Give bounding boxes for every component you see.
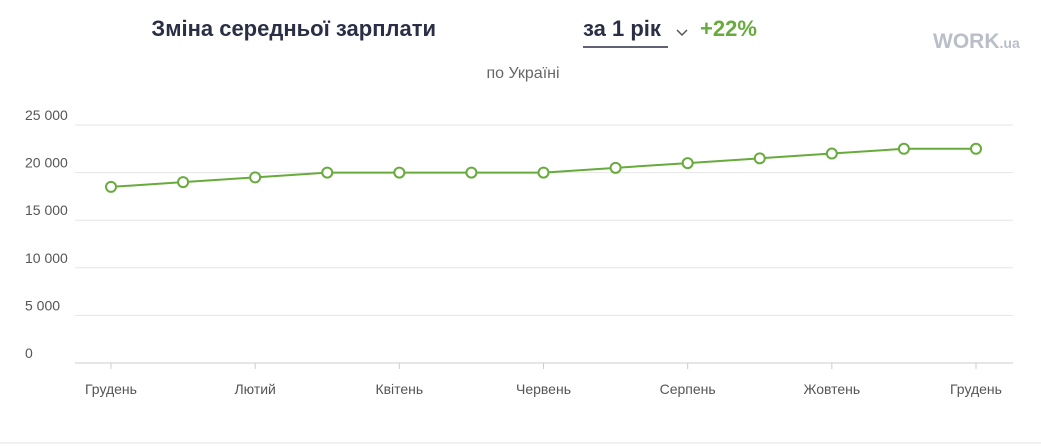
point bbox=[897, 142, 910, 155]
point bbox=[105, 180, 117, 193]
point bbox=[393, 166, 406, 179]
point bbox=[177, 176, 190, 189]
y-tick-label: 15 000 bbox=[25, 202, 68, 218]
point bbox=[249, 171, 262, 184]
x-tick-label: Червень bbox=[516, 381, 571, 397]
y-tick-label: 5 000 bbox=[25, 297, 60, 313]
point bbox=[465, 166, 478, 179]
x-tick-label: Серпень bbox=[660, 381, 716, 397]
x-tick-label: Жовтень bbox=[803, 381, 860, 397]
x-tick-label: Квітень bbox=[375, 381, 423, 397]
subtitle: по Україні bbox=[486, 65, 559, 82]
y-tick-label: 0 bbox=[25, 345, 33, 361]
change: +22% bbox=[700, 16, 757, 41]
logo-suffix: .ua bbox=[1000, 35, 1020, 51]
point bbox=[537, 166, 550, 179]
y-tick-label: 10 000 bbox=[25, 250, 68, 266]
point bbox=[970, 142, 982, 155]
logo: WORK.ua bbox=[933, 30, 1020, 53]
y-tick-label: 25 000 bbox=[25, 107, 68, 123]
point bbox=[321, 166, 334, 179]
logo-main: WORK bbox=[933, 30, 1000, 53]
y-tick-label: 20 000 bbox=[25, 155, 68, 171]
dropdown-chevron[interactable] bbox=[676, 29, 688, 37]
chart-title: Зміна середньої зарплати bbox=[151, 16, 436, 41]
point bbox=[609, 161, 622, 174]
point bbox=[753, 152, 766, 165]
period-select[interactable]: за 1 рік bbox=[583, 16, 662, 41]
point bbox=[825, 147, 838, 160]
point bbox=[681, 157, 694, 170]
x-tick-label: Грудень bbox=[85, 381, 137, 397]
x-tick-label: Лютий bbox=[234, 381, 275, 397]
x-tick-label: Грудень bbox=[950, 381, 1002, 397]
